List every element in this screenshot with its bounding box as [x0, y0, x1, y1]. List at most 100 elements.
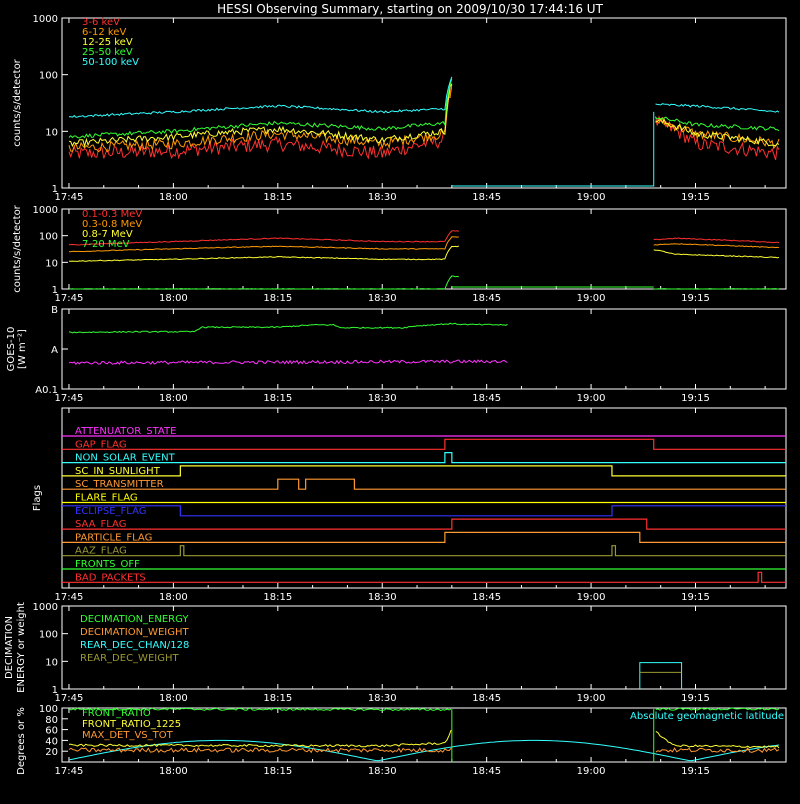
goes-xtick-label: 18:15 — [263, 393, 292, 404]
hi-xtick-label: 18:15 — [263, 293, 292, 304]
dec-rear-chan — [639, 662, 683, 689]
dec-xtick-label: 17:45 — [55, 693, 84, 704]
flags-xtick-label: 19:00 — [577, 592, 606, 603]
ratio-series-1 — [68, 729, 780, 749]
lo-xtick-label: 18:15 — [263, 192, 292, 203]
flag-line — [62, 545, 786, 557]
hi-ylabel: counts/s/detector — [12, 204, 23, 292]
dec-ylabel-1: DECIMATION — [4, 616, 15, 679]
lo-series-2 — [68, 83, 780, 148]
flag-line — [62, 505, 786, 517]
goes-ylabel-2: [W m⁻²] — [17, 329, 28, 369]
ratio-series-0 — [68, 707, 780, 712]
ratio-legend-item: MAX_DET_VS_TOT — [82, 730, 174, 741]
dec-xtick-label: 18:45 — [472, 693, 501, 704]
ratio-ytick-label: 20 — [45, 747, 58, 758]
hi-legend-item: 7-20 MeV — [82, 239, 130, 250]
lo-ytick-label: 1000 — [33, 14, 58, 25]
ratio-xtick-label: 17:45 — [55, 766, 84, 777]
ratio-series-2 — [68, 747, 780, 754]
ratio-frame — [61, 707, 787, 763]
ratio-legend-item: FRONT_RATIO_1225 — [82, 719, 181, 730]
ratio-legend-item: FRONT_RATIO — [82, 708, 151, 719]
dec-legend-item: REAR_DEC_CHAN/128 — [80, 640, 189, 651]
lo-legend-item: 25-50 keV — [82, 47, 133, 58]
dec-xtick-label: 18:30 — [368, 693, 397, 704]
goes-xtick-label: 18:00 — [159, 393, 188, 404]
ratio-ytick-label: 80 — [45, 715, 58, 726]
goes-series-0 — [68, 322, 508, 334]
flag-label: PARTICLE_FLAG — [75, 532, 152, 543]
lo-gap-line — [451, 111, 655, 187]
flags-frame — [61, 407, 787, 589]
goes-ytick-label: A — [51, 345, 58, 356]
ratio-xtick-label: 18:00 — [159, 766, 188, 777]
lo-ytick-label: 10 — [45, 127, 58, 138]
flag-line — [62, 465, 786, 477]
dec-ylabel-2: ENERGY or weight — [16, 602, 27, 693]
goes-xtick-label: 19:00 — [577, 393, 606, 404]
ratio-xtick-label: 18:30 — [368, 766, 397, 777]
flags-xtick-label: 18:00 — [159, 592, 188, 603]
dec-frame — [61, 605, 787, 690]
chart-title: HESSI Observing Summary, starting on 200… — [217, 2, 603, 16]
flag-label: SC_TRANSMITTER — [75, 479, 164, 490]
ratio-annotation: Absolute geomagnetic latitude — [630, 711, 784, 722]
lo-xtick-label: 18:00 — [159, 192, 188, 203]
hi-ytick-label: 10 — [45, 258, 58, 269]
dec-xtick-label: 18:15 — [263, 693, 292, 704]
lo-ylabel: counts/s/detector — [12, 58, 23, 146]
goes-xtick-label: 18:45 — [472, 393, 501, 404]
hi-series-2 — [68, 245, 780, 262]
lo-xtick-label: 18:45 — [472, 192, 501, 203]
lo-series-4 — [68, 76, 780, 118]
flags-ylabel: Flags — [32, 485, 43, 511]
lo-xtick-label: 19:15 — [681, 192, 710, 203]
hi-series-1 — [68, 236, 780, 253]
flag-line — [62, 531, 786, 543]
ratio-geomag-lat — [68, 739, 780, 762]
hi-ytick-label: 1 — [52, 285, 58, 296]
ratio-ylabel: Degrees or % — [16, 707, 27, 775]
flag-line — [62, 452, 786, 464]
flag-label: SAA_FLAG — [75, 519, 126, 530]
dec-ytick-label: 1 — [52, 685, 58, 696]
flags-xtick-label: 18:30 — [368, 592, 397, 603]
hi-xtick-label: 19:15 — [681, 293, 710, 304]
goes-xtick-label: 17:45 — [55, 393, 84, 404]
hi-series-0 — [69, 230, 780, 246]
goes-xtick-label: 18:30 — [368, 393, 397, 404]
flags-xtick-label: 19:15 — [681, 592, 710, 603]
lo-legend-item: 6-12 keV — [82, 27, 126, 38]
ratio-ytick-label: 40 — [45, 736, 58, 747]
lo-xtick-label: 17:45 — [55, 192, 84, 203]
dec-xtick-label: 19:00 — [577, 693, 606, 704]
hi-ytick-label: 100 — [39, 232, 58, 243]
goes-ytick-label: A0.1 — [35, 385, 58, 396]
flags-xtick-label: 18:45 — [472, 592, 501, 603]
flag-label: ATTENUATOR_STATE — [75, 426, 176, 437]
hi-xtick-label: 17:45 — [55, 293, 84, 304]
lo-ytick-label: 1 — [52, 184, 58, 195]
flag-line — [62, 571, 786, 583]
ratio-xtick-label: 19:00 — [577, 766, 606, 777]
flag-line — [62, 478, 786, 490]
ratio-xtick-label: 19:15 — [681, 766, 710, 777]
dec-legend-item: REAR_DEC_WEIGHT — [80, 653, 179, 664]
flag-line — [62, 518, 786, 530]
dec-xtick-label: 18:00 — [159, 693, 188, 704]
flags-xtick-label: 17:45 — [55, 592, 84, 603]
hi-ytick-label: 1000 — [33, 205, 58, 216]
flag-label: SC_IN_SUNLIGHT — [75, 466, 161, 477]
dec-legend-item: DECIMATION_WEIGHT — [80, 627, 189, 638]
flags-xtick-label: 18:15 — [263, 592, 292, 603]
ratio-xtick-label: 18:45 — [472, 766, 501, 777]
hi-xtick-label: 18:30 — [368, 293, 397, 304]
flag-label: FRONTS_OFF — [75, 559, 140, 570]
lo-legend-item: 3-6 keV — [82, 17, 120, 28]
flag-line — [62, 438, 786, 450]
goes-ylabel-1: GOES-10 — [6, 327, 17, 372]
flag-label: AAZ_FLAG — [75, 546, 127, 557]
hi-legend-item: 0.8-7 MeV — [82, 229, 133, 240]
